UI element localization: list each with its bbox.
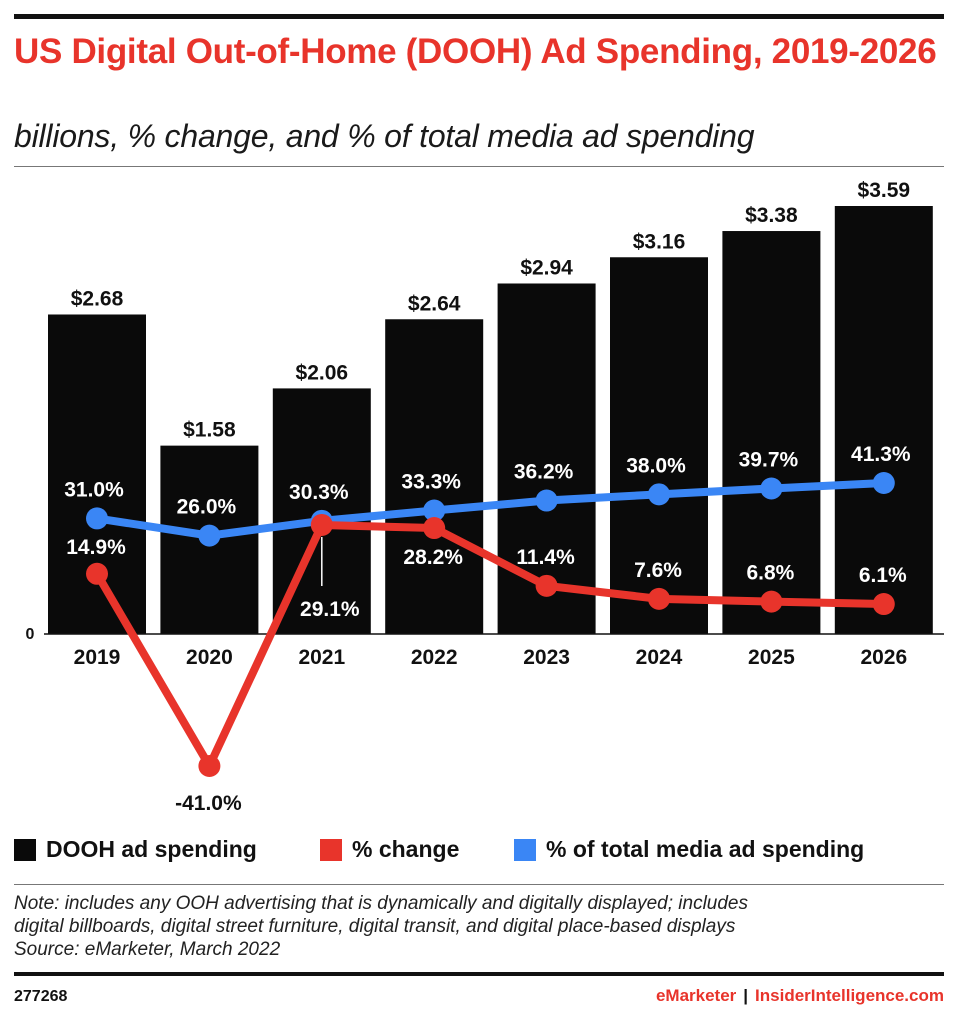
x-tick-label: 2022: [411, 646, 458, 669]
pct-change-label: 14.9%: [66, 536, 126, 559]
legend-swatch-pct-total: [514, 839, 536, 861]
pct-change-point: [873, 593, 895, 615]
pct-total-point: [648, 483, 670, 505]
legend-label-dooh-spending: DOOH ad spending: [46, 836, 257, 863]
pct-total-label: 33.3%: [401, 471, 461, 494]
pct-total-label: 38.0%: [626, 454, 686, 477]
pct-total-point: [873, 472, 895, 494]
pct-total-label: 31.0%: [64, 478, 124, 501]
pct-total-label: 26.0%: [177, 496, 237, 519]
pct-change-point: [536, 575, 558, 597]
pct-change-label: 6.8%: [746, 562, 794, 585]
pct-change-point: [760, 591, 782, 613]
y-zero-label: 0: [26, 626, 35, 643]
pct-change-point: [86, 563, 108, 585]
pct-total-label: 41.3%: [851, 443, 911, 466]
source-line: Source: eMarketer, March 2022: [14, 938, 944, 961]
legend-item-dooh-spending: DOOH ad spending: [14, 836, 257, 863]
legend-swatch-dooh-spending: [14, 839, 36, 861]
bottom-rule: [14, 972, 944, 976]
bar-value-label: $3.59: [858, 179, 911, 202]
bar-value-label: $2.68: [71, 287, 124, 310]
legend-label-pct-change: % change: [352, 836, 459, 863]
pct-change-label: 28.2%: [403, 546, 463, 569]
note-rule: [14, 884, 944, 885]
bar-value-label: $1.58: [183, 419, 236, 442]
pct-change-point: [423, 517, 445, 539]
top-rule: [14, 14, 944, 19]
x-tick-label: 2026: [860, 646, 907, 669]
x-tick-label: 2019: [74, 646, 121, 669]
bar-value-label: $2.64: [408, 292, 461, 315]
pct-total-label: 39.7%: [739, 449, 799, 472]
chart-subtitle: billions, % change, and % of total media…: [14, 118, 944, 155]
x-tick-label: 2021: [298, 646, 345, 669]
brand-insider-intelligence: InsiderIntelligence.com: [755, 986, 944, 1005]
x-tick-label: 2023: [523, 646, 570, 669]
pct-total-point: [536, 490, 558, 512]
chart-title: US Digital Out-of-Home (DOOH) Ad Spendin…: [14, 30, 944, 73]
bars-layer: [48, 206, 933, 634]
legend-swatch-pct-change: [320, 839, 342, 861]
bar-value-label: $2.06: [296, 361, 349, 384]
chart-id: 277268: [14, 988, 67, 1006]
pct-total-label: 36.2%: [514, 461, 574, 484]
legend-item-pct-change: % change: [320, 836, 459, 863]
chart-legend: DOOH ad spending % change % of total med…: [14, 836, 944, 872]
pct-total-point: [86, 507, 108, 529]
pct-change-point: [311, 514, 333, 536]
pct-change-label: 6.1%: [859, 564, 907, 587]
bar-value-label: $2.94: [520, 256, 573, 279]
brand-emarketer: eMarketer: [656, 986, 736, 1005]
x-tick-label: 2024: [636, 646, 683, 669]
pct-change-label: -41.0%: [175, 792, 242, 815]
bar-dooh-spending: [48, 314, 146, 634]
subtitle-rule: [14, 166, 944, 167]
pct-total-point: [198, 525, 220, 547]
brand-separator: |: [743, 986, 748, 1005]
pct-change-point: [648, 588, 670, 610]
x-tick-label: 2025: [748, 646, 795, 669]
bar-value-label: $3.16: [633, 230, 686, 253]
pct-total-label: 30.3%: [289, 481, 349, 504]
pct-change-label: 7.6%: [634, 559, 682, 582]
footnote-line: Note: includes any OOH advertising that …: [14, 892, 944, 915]
footnote-line: digital billboards, digital street furni…: [14, 915, 944, 938]
brand-credit: eMarketer | InsiderIntelligence.com: [656, 986, 944, 1006]
x-tick-label: 2020: [186, 646, 233, 669]
pct-total-point: [760, 478, 782, 500]
legend-item-pct-total: % of total media ad spending: [514, 836, 864, 863]
chart-svg: 0 2019 2020 2021 2022 2023 2024 2025 2026 $2.68 $…: [0, 170, 958, 820]
pct-change-label: 29.1%: [300, 598, 360, 621]
pct-change-point: [198, 755, 220, 777]
footnote: Note: includes any OOH advertising that …: [14, 892, 944, 961]
pct-change-label: 11.4%: [516, 546, 575, 569]
legend-label-pct-total: % of total media ad spending: [546, 836, 864, 863]
bar-value-label: $3.38: [745, 204, 798, 227]
